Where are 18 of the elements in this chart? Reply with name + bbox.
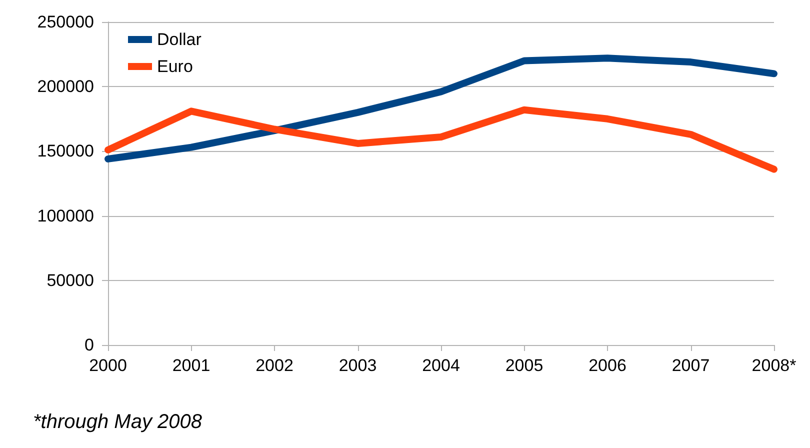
x-tick-label: 2006 — [588, 356, 626, 375]
x-tick-label: 2003 — [338, 356, 377, 375]
y-tick-label: 150000 — [37, 142, 94, 161]
text: *through May 2008 — [33, 411, 202, 433]
x-tick-label: 2007 — [672, 356, 710, 375]
y-tick-label: 50000 — [46, 270, 94, 290]
x-tick-label: 2001 — [172, 356, 210, 375]
x-tick-label: 2005 — [505, 356, 544, 375]
y-tick-label: 100000 — [37, 206, 94, 226]
x-tick-label: 2008* — [752, 356, 797, 375]
legend-label: Euro — [157, 57, 193, 76]
y-tick-label: 200000 — [37, 77, 94, 96]
legend-label: Dollar — [157, 30, 202, 49]
y-tick-label: 250000 — [37, 12, 94, 32]
x-tick-label: 2002 — [256, 356, 294, 375]
y-tick-label: 0 — [84, 336, 94, 354]
x-tick-label: 2000 — [89, 356, 127, 375]
x-tick-label: 2004 — [422, 356, 460, 375]
